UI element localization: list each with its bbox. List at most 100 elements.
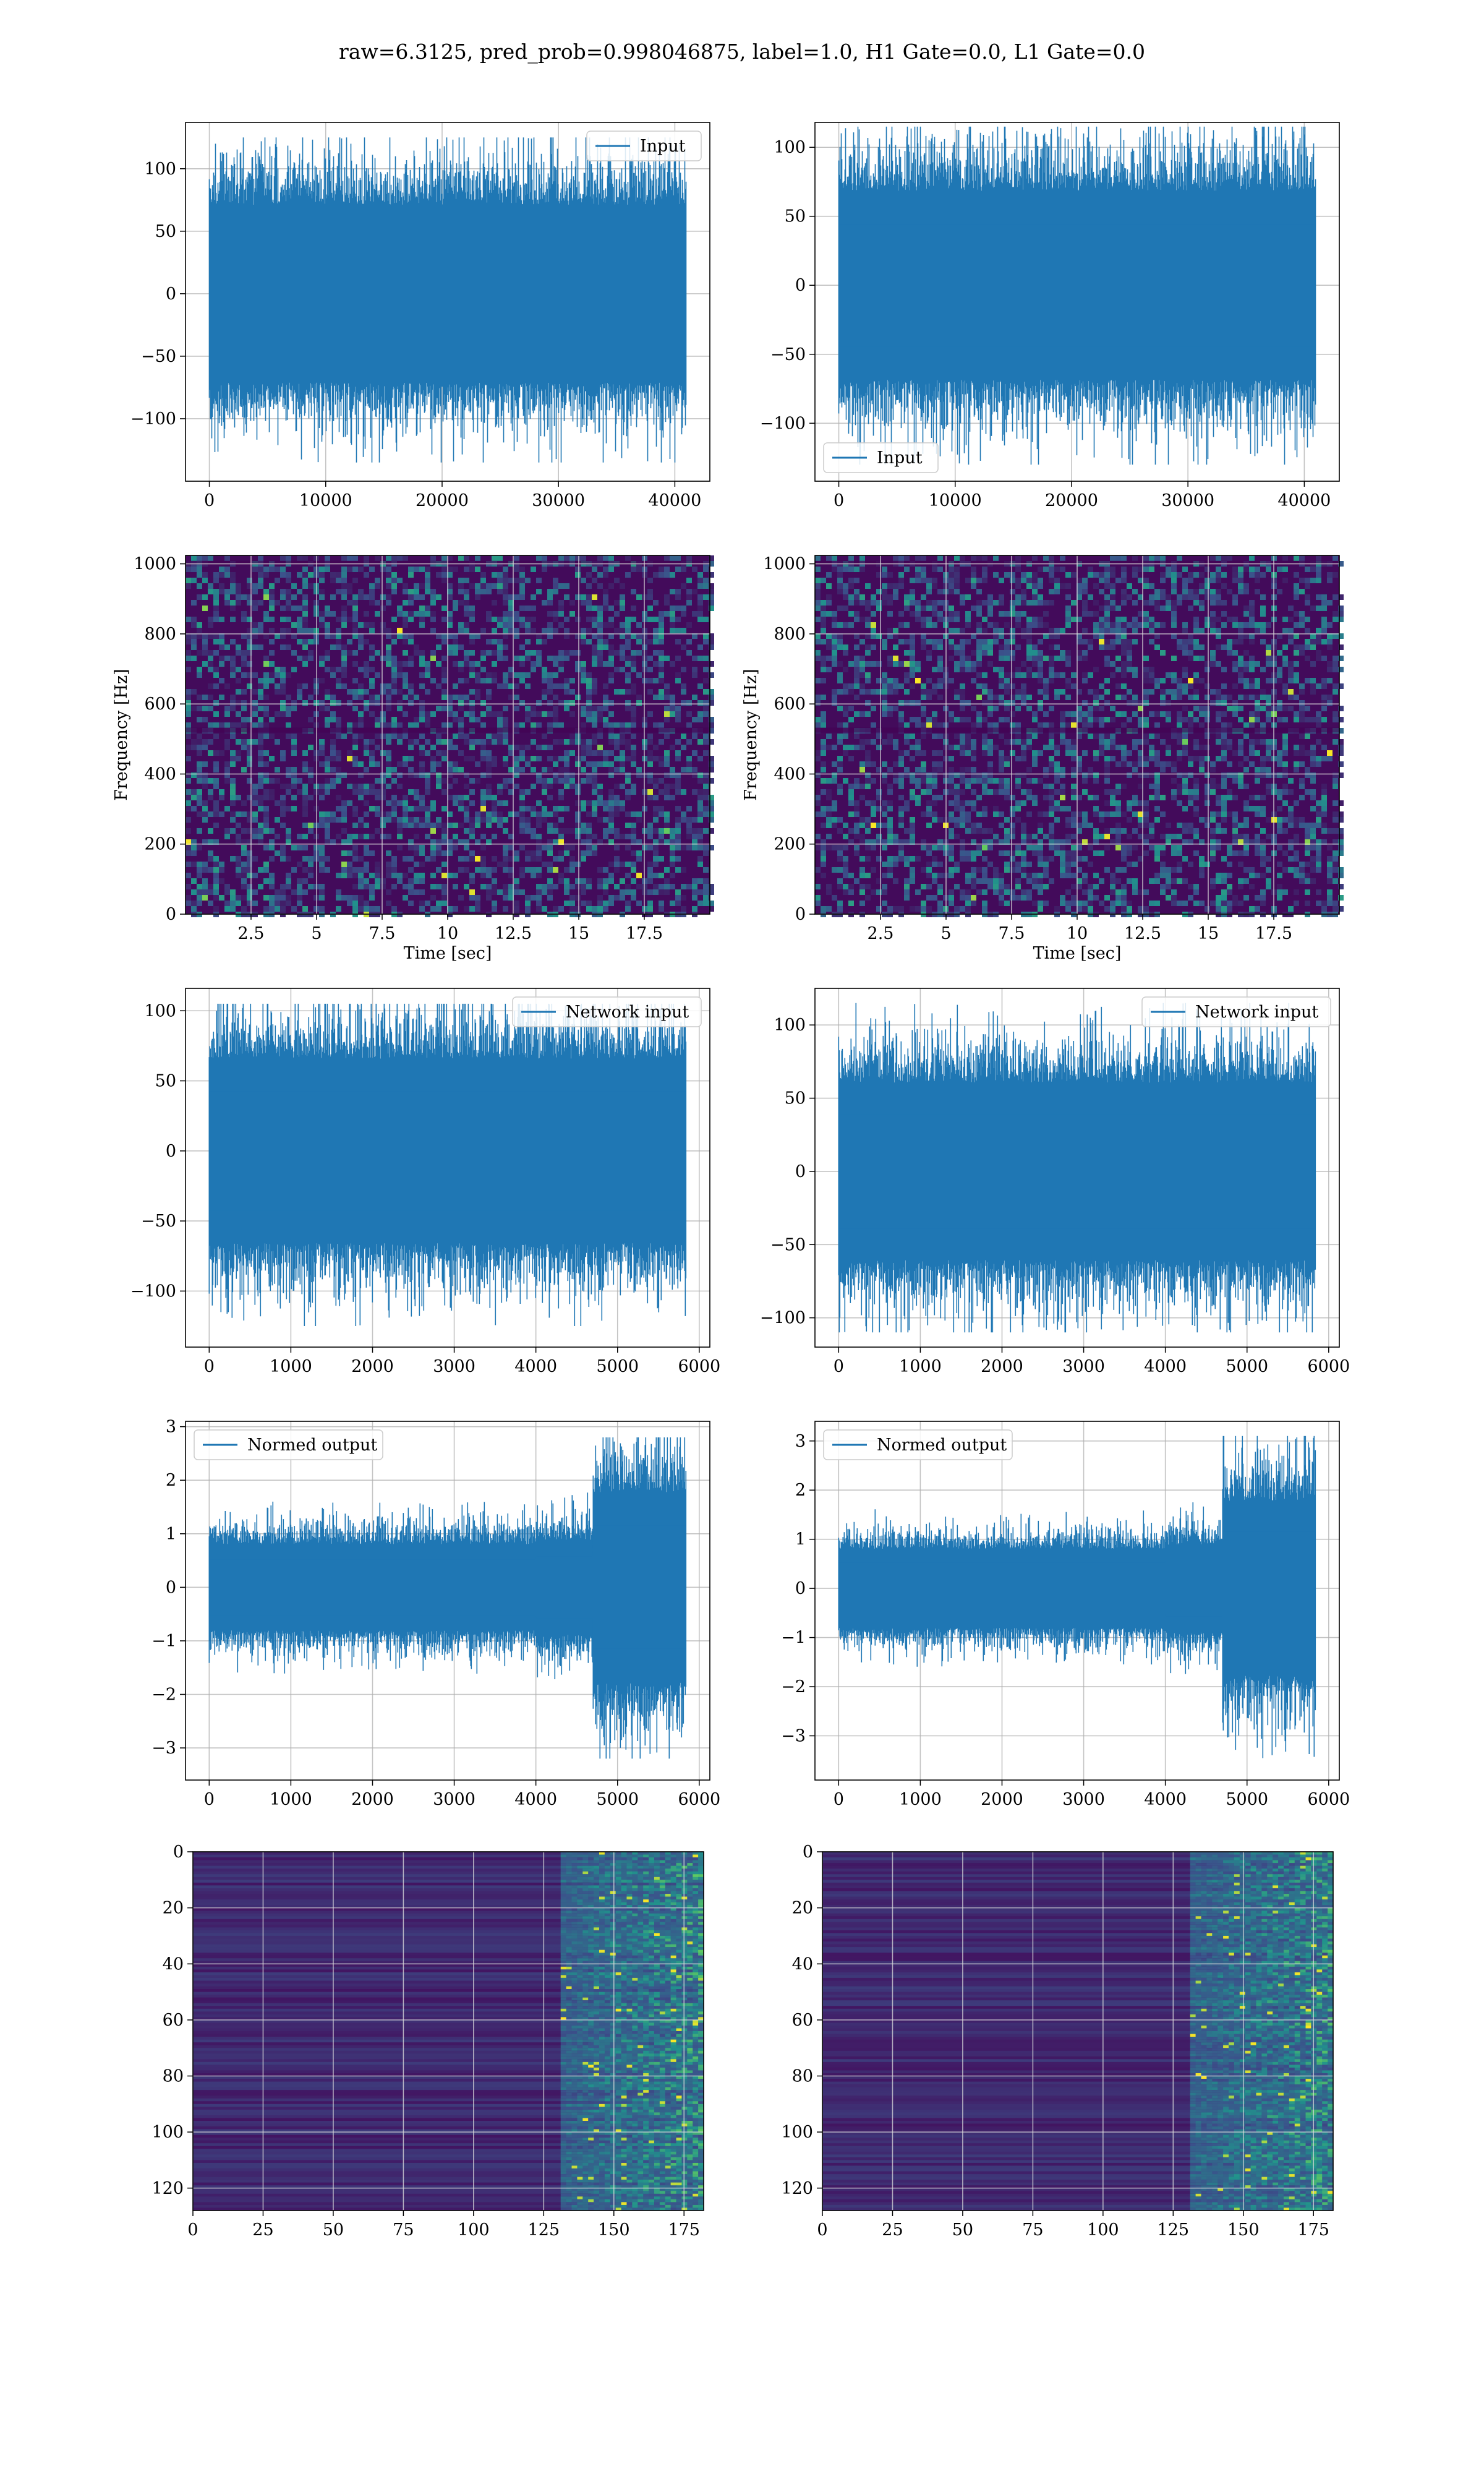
heatmap-cell <box>1082 583 1088 589</box>
heatmap-cell <box>620 594 625 600</box>
heatmap-cell <box>1288 789 1294 795</box>
heatmap-cell <box>1255 661 1260 667</box>
heatmap-cell <box>414 583 419 589</box>
heatmap-cell <box>675 806 681 811</box>
heatmap-cell <box>553 589 558 594</box>
heatmap-cell <box>1093 633 1099 639</box>
heatmap-cell <box>709 817 714 823</box>
heatmap-cell <box>263 906 269 912</box>
heatmap-cell <box>341 683 347 689</box>
heatmap-cell <box>1316 683 1321 689</box>
heatmap-cell <box>871 706 876 711</box>
heatmap-cell <box>1026 622 1032 628</box>
heatmap-cell <box>1205 784 1210 789</box>
heatmap-cell <box>1205 661 1210 667</box>
heatmap-cell <box>186 873 191 878</box>
heatmap-cell <box>1077 717 1082 722</box>
heatmap-cell <box>1049 745 1054 750</box>
heatmap-cell <box>341 867 347 873</box>
heatmap-cell <box>408 639 414 644</box>
heatmap-cell <box>1282 661 1288 667</box>
heatmap-cell <box>236 739 241 745</box>
heatmap-cell <box>386 661 391 667</box>
heatmap-cell <box>1015 583 1021 589</box>
heatmap-cell <box>542 678 547 683</box>
heatmap-cell <box>1104 778 1110 784</box>
heatmap-cell <box>241 895 247 901</box>
heatmap-cell <box>1210 650 1216 656</box>
heatmap-cell <box>625 628 631 633</box>
heatmap-cell <box>486 589 492 594</box>
heatmap-cell <box>514 811 519 817</box>
heatmap-cell <box>380 722 386 728</box>
heatmap-cell <box>625 756 631 761</box>
heatmap-cell <box>910 717 915 722</box>
heatmap-cell <box>380 811 386 817</box>
heatmap-cell <box>664 823 670 828</box>
heatmap-cell <box>202 773 208 778</box>
heatmap-cell <box>1132 700 1138 706</box>
heatmap-cell <box>982 572 987 578</box>
heatmap-cell <box>904 739 910 745</box>
heatmap-cell <box>586 717 592 722</box>
heatmap-cell <box>542 734 547 739</box>
heatmap-cell <box>647 828 653 834</box>
heatmap-cell <box>703 734 709 739</box>
heatmap-cell <box>921 606 926 611</box>
heatmap-cell <box>815 800 821 806</box>
heatmap-cell <box>659 828 664 834</box>
heatmap-cell <box>1338 739 1344 745</box>
heatmap-cell <box>826 555 832 561</box>
heatmap-cell <box>341 606 347 611</box>
heatmap-cell <box>213 906 219 912</box>
heatmap-cell <box>709 756 714 761</box>
heatmap-cell <box>425 823 430 828</box>
heatmap-cell <box>1138 784 1143 789</box>
heatmap-cell <box>982 578 987 583</box>
heatmap-cell <box>681 644 686 650</box>
heatmap-cell <box>430 555 436 561</box>
heatmap-cell <box>531 873 536 878</box>
heatmap-cell <box>999 600 1004 606</box>
heatmap-cell <box>1193 717 1199 722</box>
heatmap-cell <box>197 800 202 806</box>
heatmap-cell <box>1099 722 1104 728</box>
heatmap-cell <box>486 889 492 895</box>
heatmap-cell <box>1321 639 1327 644</box>
heatmap-cell <box>1015 695 1021 700</box>
heatmap-cell <box>1182 778 1188 784</box>
heatmap-cell <box>971 773 976 778</box>
heatmap-cell <box>497 811 503 817</box>
heatmap-cell <box>1138 622 1143 628</box>
heatmap-cell <box>291 734 297 739</box>
heatmap-cell <box>631 828 636 834</box>
heatmap-cell <box>1093 689 1099 695</box>
heatmap-cell <box>486 789 492 795</box>
heatmap-cell <box>403 639 408 644</box>
heatmap-cell <box>397 689 403 695</box>
heatmap-cell <box>1166 600 1171 606</box>
heatmap-cell <box>1082 606 1088 611</box>
heatmap-cell <box>341 817 347 823</box>
heatmap-cell <box>854 784 859 789</box>
heatmap-cell <box>709 555 714 561</box>
heatmap-cell <box>709 795 714 800</box>
heatmap-cell <box>675 839 681 845</box>
heatmap-cell <box>1010 722 1015 728</box>
heatmap-cell <box>480 817 486 823</box>
heatmap-cell <box>960 773 965 778</box>
heatmap-cell <box>703 878 709 884</box>
heatmap-cell <box>319 578 325 583</box>
heatmap-cell <box>336 589 341 594</box>
heatmap-cell <box>375 761 380 767</box>
heatmap-cell <box>425 773 430 778</box>
heatmap-cell <box>1266 695 1271 700</box>
heatmap-cell <box>675 656 681 661</box>
heatmap-cell <box>675 867 681 873</box>
heatmap-cell <box>536 823 542 828</box>
heatmap-cell <box>386 633 391 639</box>
heatmap-cell <box>291 750 297 756</box>
heatmap-cell <box>547 845 553 850</box>
heatmap-cell <box>965 778 971 784</box>
heatmap-cell <box>386 889 391 895</box>
